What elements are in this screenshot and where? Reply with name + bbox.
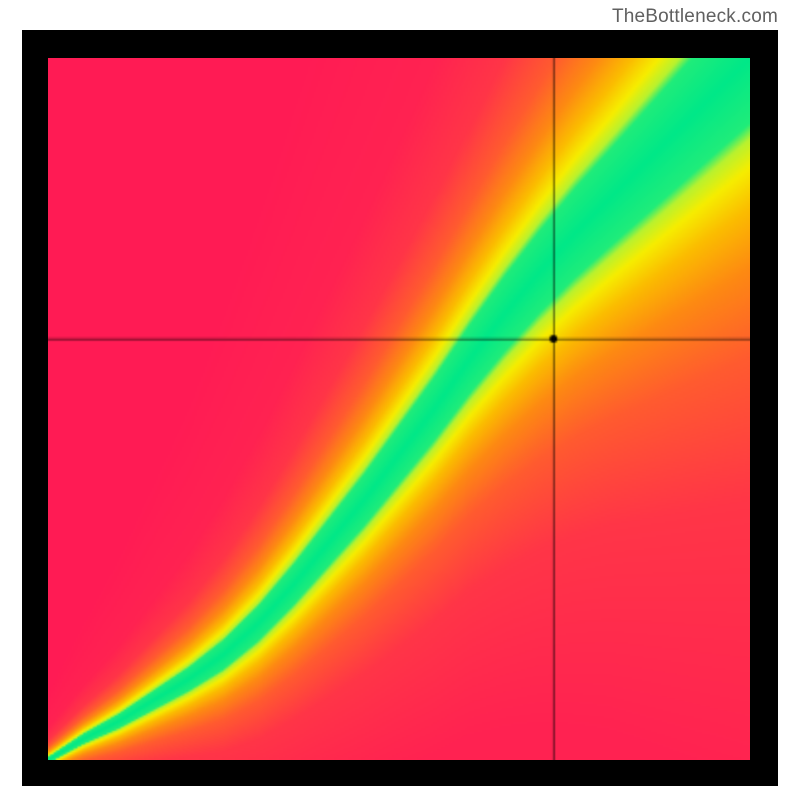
- chart-plot-area: [48, 58, 750, 760]
- watermark-text: TheBottleneck.com: [612, 6, 778, 28]
- chart-frame: [22, 30, 778, 786]
- heatmap-canvas: [48, 58, 750, 760]
